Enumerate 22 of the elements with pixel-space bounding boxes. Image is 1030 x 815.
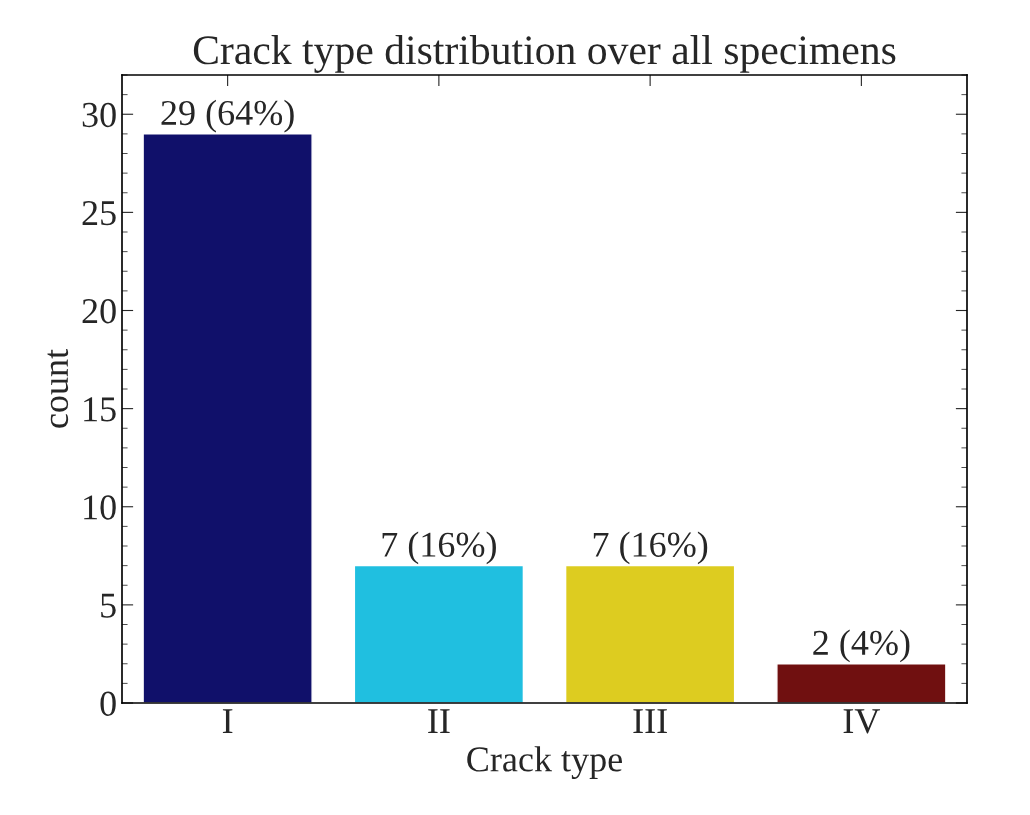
- y-tick-label: 30: [82, 102, 116, 128]
- bar: [142, 133, 313, 703]
- y-tick-label: 5: [101, 593, 116, 618]
- y-tick-label: 15: [84, 397, 116, 422]
- x-tick-label: I: [222, 709, 233, 733]
- x-tick-label: II: [428, 709, 450, 733]
- y-axis-title: count: [47, 349, 69, 428]
- y-tick-label: 20: [82, 299, 116, 324]
- data-label: 2 (4%): [813, 629, 910, 663]
- data-label: 7 (16%): [593, 531, 708, 565]
- y-tick-label: 10: [84, 495, 116, 520]
- data-label: 7 (16%): [382, 531, 496, 565]
- x-axis-title: Crack type: [467, 746, 622, 780]
- data-label: 29 (64%): [161, 99, 294, 133]
- x-tick-label: IV: [843, 709, 881, 734]
- bar: [776, 663, 947, 703]
- bar: [564, 564, 736, 703]
- y-tick-label: 25: [82, 200, 116, 226]
- x-tick-label: III: [633, 709, 667, 733]
- y-tick-label: 0: [100, 691, 116, 716]
- chart-title: Crack type distribution over all specimens: [193, 34, 896, 73]
- bar: [353, 564, 525, 703]
